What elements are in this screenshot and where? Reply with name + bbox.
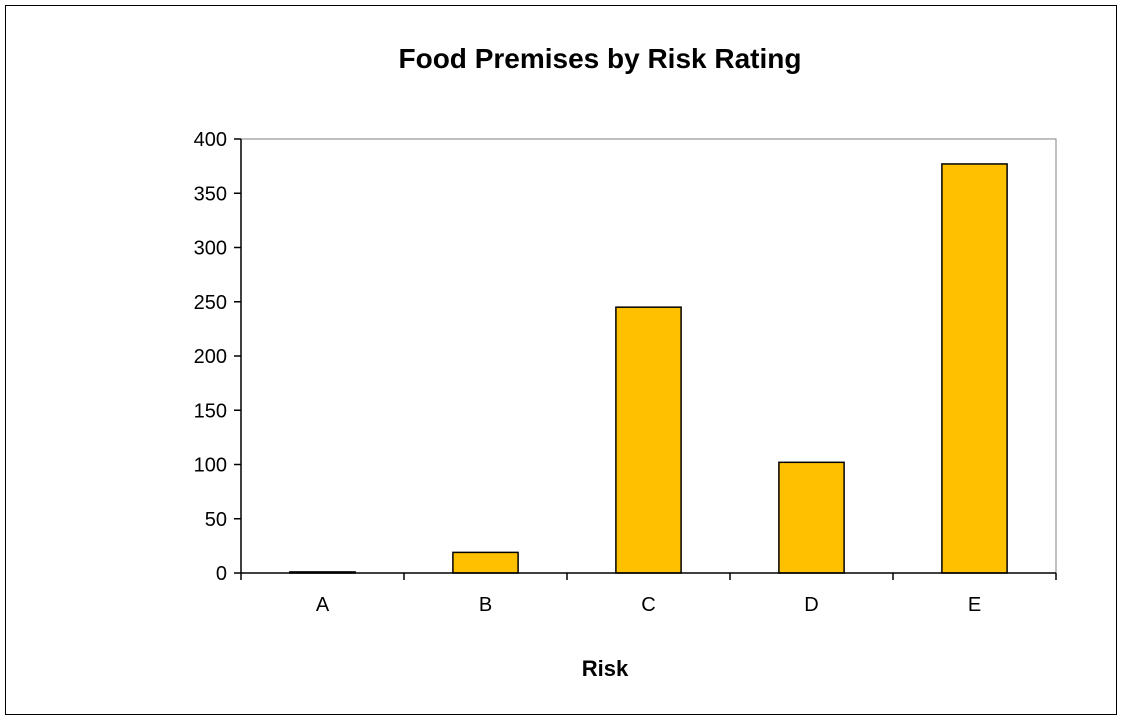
- y-tick-label: 200: [194, 346, 227, 368]
- y-tick-label: 150: [194, 400, 227, 422]
- chart-title: Food Premises by Risk Rating: [399, 43, 802, 74]
- y-axis-ticks: 0 50 100 150 200 250 300 350 400: [194, 129, 241, 585]
- bars: [289, 163, 1008, 574]
- y-tick-label: 100: [194, 455, 227, 477]
- y-tick-label: 350: [194, 183, 227, 205]
- x-tick-label: C: [641, 594, 655, 616]
- y-tick-label: 300: [194, 238, 227, 260]
- y-tick-label: 50: [205, 509, 227, 531]
- x-tick-label: D: [804, 594, 818, 616]
- y-tick-label: 0: [216, 563, 227, 585]
- y-tick-label: 400: [194, 129, 227, 151]
- bar-e: [941, 163, 1008, 574]
- x-tick-label: B: [479, 594, 492, 616]
- bar-c: [615, 306, 682, 574]
- x-tick-label: E: [968, 594, 981, 616]
- bar-d: [778, 461, 845, 574]
- x-tick-label: A: [316, 594, 330, 616]
- bar-b: [452, 551, 519, 574]
- x-axis-title: Risk: [582, 656, 629, 681]
- y-tick-label: 250: [194, 292, 227, 314]
- x-axis-ticks: A B C D E: [240, 573, 1057, 616]
